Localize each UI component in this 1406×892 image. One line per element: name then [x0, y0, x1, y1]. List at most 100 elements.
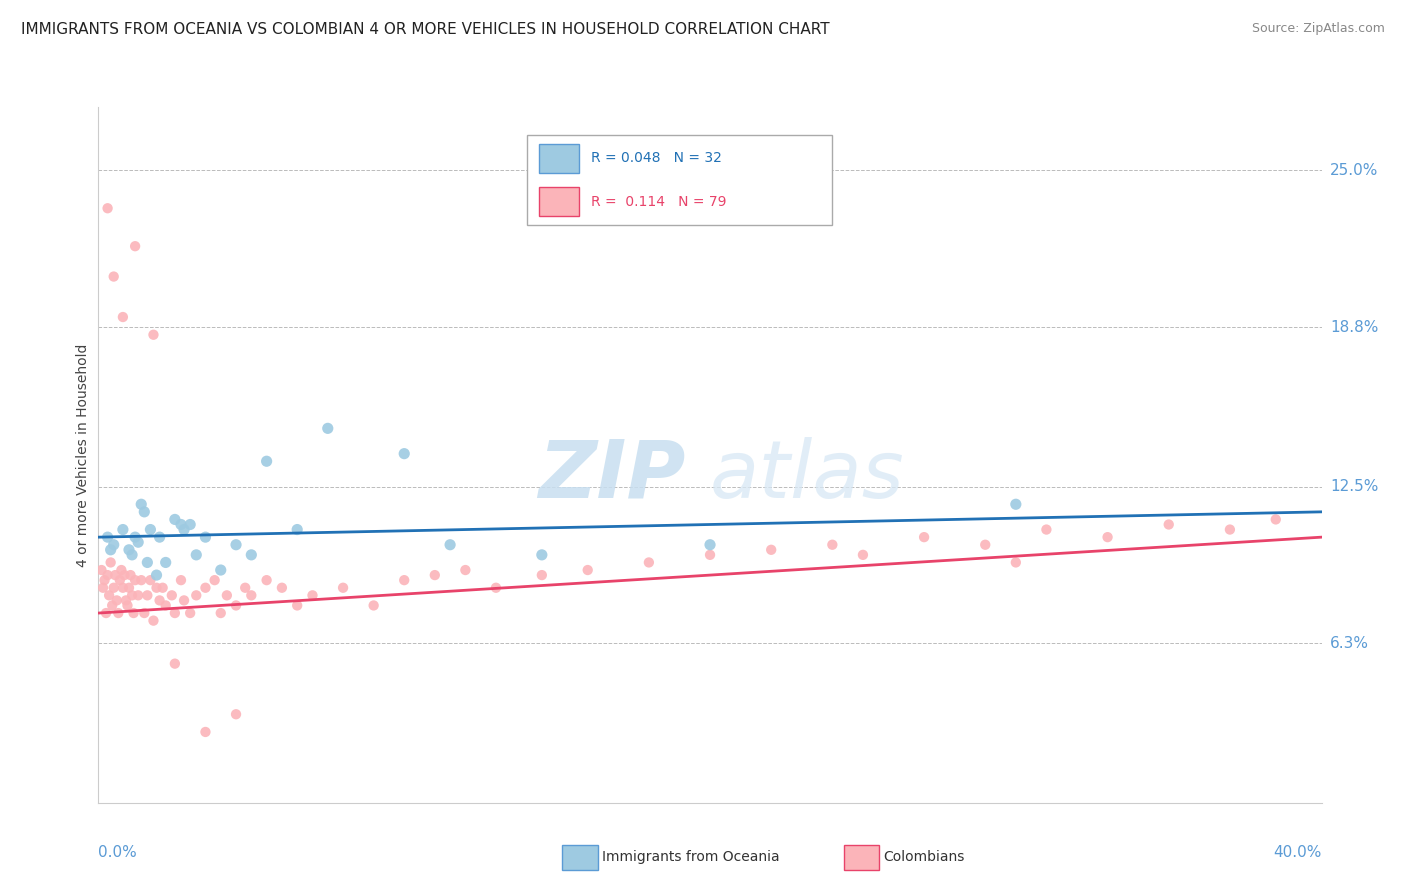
Point [173, 523, 195, 537]
Point [225, 599, 247, 613]
Point [439, 538, 461, 552]
Point [136, 588, 159, 602]
Point [209, 563, 232, 577]
Point [1035, 523, 1057, 537]
Point [127, 535, 149, 549]
Text: 6.3%: 6.3% [1330, 636, 1369, 651]
Point [270, 581, 294, 595]
Text: Source: ZipAtlas.com: Source: ZipAtlas.com [1251, 22, 1385, 36]
Text: 0.0%: 0.0% [98, 845, 138, 860]
Point [121, 548, 143, 562]
Point [285, 599, 308, 613]
Point [240, 588, 263, 602]
Text: R =  0.114   N = 79: R = 0.114 N = 79 [591, 194, 727, 209]
Point [209, 606, 232, 620]
Point [98, 588, 121, 602]
Point [103, 538, 125, 552]
Point [170, 517, 193, 532]
Text: 40.0%: 40.0% [1274, 845, 1322, 860]
Point [118, 542, 141, 557]
Point [256, 573, 278, 587]
Point [122, 606, 145, 620]
Point [912, 530, 935, 544]
Point [149, 530, 172, 544]
Point [363, 599, 385, 613]
Text: 18.8%: 18.8% [1330, 319, 1378, 334]
Point [155, 599, 177, 613]
Point [974, 538, 997, 552]
Point [129, 497, 152, 511]
Point [152, 581, 174, 595]
Point [117, 599, 139, 613]
Point [97, 530, 120, 544]
Point [852, 548, 875, 562]
Point [301, 588, 323, 602]
Point [576, 563, 599, 577]
Point [110, 563, 132, 577]
Point [111, 523, 134, 537]
Point [316, 421, 339, 435]
Point [485, 581, 508, 595]
Point [1097, 530, 1119, 544]
FancyBboxPatch shape [527, 135, 832, 226]
Point [225, 538, 247, 552]
Point [145, 581, 167, 595]
Point [233, 581, 256, 595]
Point [139, 523, 162, 537]
Point [225, 707, 247, 722]
Point [637, 556, 661, 570]
Point [155, 556, 177, 570]
Point [142, 327, 165, 342]
FancyBboxPatch shape [538, 144, 578, 173]
Point [111, 581, 134, 595]
Point [204, 573, 226, 587]
Point [392, 573, 416, 587]
Point [127, 588, 149, 602]
Text: IMMIGRANTS FROM OCEANIA VS COLOMBIAN 4 OR MORE VEHICLES IN HOUSEHOLD CORRELATION: IMMIGRANTS FROM OCEANIA VS COLOMBIAN 4 O… [21, 22, 830, 37]
Point [194, 581, 217, 595]
Point [1219, 523, 1241, 537]
Point [179, 517, 201, 532]
Text: 12.5%: 12.5% [1330, 479, 1378, 494]
Point [1264, 512, 1286, 526]
Point [240, 548, 263, 562]
Point [101, 599, 124, 613]
Point [392, 447, 416, 461]
Point [423, 568, 446, 582]
Point [107, 606, 129, 620]
Point [1004, 497, 1026, 511]
Point [530, 568, 553, 582]
Point [90, 563, 112, 577]
Point [332, 581, 354, 595]
Point [120, 568, 142, 582]
Point [454, 563, 477, 577]
Point [530, 548, 553, 562]
Point [186, 588, 208, 602]
Point [163, 606, 186, 620]
Point [160, 588, 183, 602]
Point [124, 239, 146, 253]
Point [91, 581, 114, 595]
Point [194, 530, 217, 544]
Point [118, 581, 141, 595]
Y-axis label: 4 or more Vehicles in Household: 4 or more Vehicles in Household [76, 343, 90, 566]
Point [821, 538, 844, 552]
FancyBboxPatch shape [538, 187, 578, 216]
Point [115, 593, 138, 607]
Point [215, 588, 238, 602]
Point [100, 542, 122, 557]
Point [93, 573, 115, 587]
Point [170, 573, 193, 587]
Point [163, 657, 186, 671]
Point [142, 614, 165, 628]
Point [1004, 556, 1026, 570]
Point [699, 538, 721, 552]
Point [124, 573, 146, 587]
Point [145, 568, 167, 582]
Point [108, 573, 131, 587]
Point [111, 310, 134, 324]
Point [761, 542, 783, 557]
Point [186, 548, 208, 562]
Point [97, 568, 120, 582]
Point [112, 568, 135, 582]
